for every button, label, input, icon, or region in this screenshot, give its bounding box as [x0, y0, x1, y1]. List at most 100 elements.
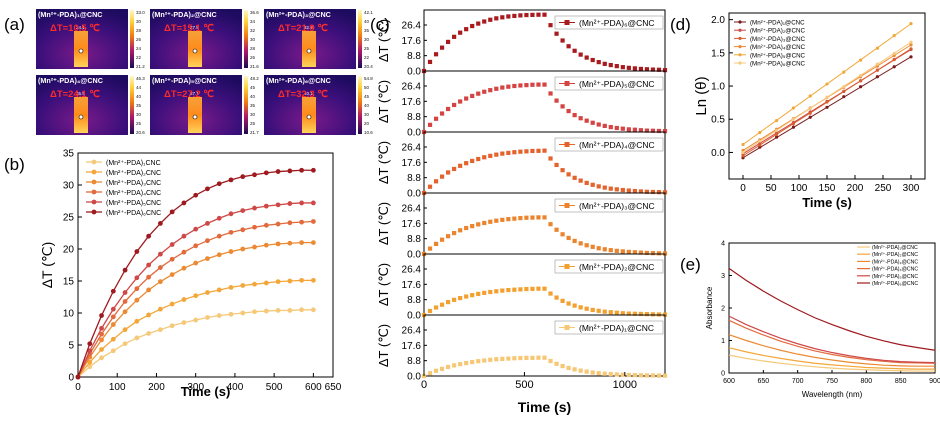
data-point — [859, 58, 863, 62]
data-point — [909, 40, 913, 44]
data-point — [146, 274, 152, 280]
y-tick-label: 3 — [721, 273, 725, 280]
data-point — [216, 181, 222, 187]
data-point — [464, 96, 469, 101]
data-point — [500, 85, 505, 90]
data-point — [299, 167, 305, 173]
data-point — [566, 365, 571, 371]
data-point — [566, 235, 571, 241]
data-point — [287, 201, 293, 206]
data-point — [122, 290, 128, 295]
data-point — [578, 241, 583, 246]
legend-marker — [91, 199, 97, 205]
y-tick-label: 35 — [63, 149, 75, 160]
data-point — [512, 83, 517, 89]
x-tick-label: 700 — [792, 378, 804, 385]
data-point — [240, 283, 246, 288]
data-point — [512, 356, 517, 361]
delta-t-label: ΔT=27.2 ℃ — [164, 89, 214, 100]
data-point — [560, 168, 565, 173]
data-point — [205, 256, 210, 261]
scale-tick-label: 22 — [364, 55, 370, 60]
data-point — [620, 187, 625, 193]
y-tick-label: 1 — [721, 338, 725, 345]
data-point — [452, 363, 457, 368]
y-tick-label: 17.6 — [402, 97, 422, 108]
panel-label-b: (b) — [4, 155, 25, 174]
scale-tick-label: 40 — [364, 19, 370, 24]
scale-tick-label: 30 — [136, 112, 142, 117]
x-tick-label: 800 — [860, 378, 872, 385]
y-tick-label: 15 — [63, 277, 75, 288]
legend-entry: (Mn²⁺-PDA)₅CNC — [106, 200, 161, 207]
legend-marker — [91, 169, 97, 175]
data-point — [808, 94, 812, 98]
data-point — [464, 161, 469, 166]
data-point — [560, 363, 565, 369]
data-point — [488, 88, 493, 93]
data-point — [287, 308, 293, 313]
data-point — [572, 238, 577, 244]
data-point — [494, 218, 499, 223]
y-axis-label: ΔT (℃) — [376, 19, 391, 62]
data-point — [110, 314, 116, 320]
y-tick-label: 2 — [721, 306, 725, 313]
data-point — [536, 215, 541, 220]
scale-tick-label: 30 — [364, 112, 370, 117]
data-point — [741, 154, 745, 158]
y-tick-label: 2.0 — [711, 15, 725, 26]
x-tick-label: 100 — [109, 382, 126, 393]
legend-entry: (Mn²⁺-PDA)₁CNC — [106, 160, 161, 167]
data-point — [470, 23, 475, 29]
data-point — [518, 287, 523, 292]
data-point — [110, 348, 116, 354]
y-tick-label: 17.6 — [402, 219, 422, 230]
data-point — [476, 91, 481, 96]
panel-e-absorbance-spectra: 600 650 700 750 800 850 900 0 1 2 3 4 Wavelength (nm… — [705, 241, 940, 400]
data-point — [530, 215, 535, 220]
data-point — [470, 359, 475, 365]
x-axis-label: Time (s) — [181, 384, 231, 399]
data-point — [566, 172, 571, 177]
data-point — [263, 222, 269, 228]
data-point — [310, 167, 316, 173]
legend-marker — [91, 159, 97, 165]
data-point — [146, 312, 152, 318]
y-tick-label: 0.5 — [711, 115, 725, 126]
data-point — [530, 286, 535, 291]
legend-marker — [738, 61, 742, 65]
data-point — [536, 355, 541, 360]
spot-temp-label: 40.1 — [304, 91, 313, 96]
scale-tick-label: 45 — [364, 94, 370, 99]
data-point — [608, 125, 613, 130]
y-tick-label: 17.6 — [402, 36, 422, 47]
legend-marker — [564, 203, 570, 208]
data-point — [650, 373, 656, 378]
y-axis-label: ΔT (℃) — [376, 202, 391, 245]
data-point — [299, 307, 305, 313]
data-point — [87, 359, 93, 365]
scale-tick-label: 20.4 — [364, 64, 373, 69]
data-point — [632, 311, 637, 316]
data-point — [542, 286, 547, 291]
data-point — [446, 106, 451, 112]
data-point — [427, 184, 433, 189]
data-point — [169, 209, 175, 215]
data-point — [193, 226, 199, 232]
data-point — [446, 39, 451, 44]
data-point — [620, 126, 625, 131]
x-axis-label: Time (s) — [518, 399, 571, 415]
data-point — [892, 33, 896, 38]
data-point — [758, 139, 762, 143]
x-tick-label: 750 — [826, 378, 838, 385]
data-point — [644, 250, 650, 256]
data-point — [287, 220, 293, 226]
y-tick-label: 26.4 — [402, 20, 422, 31]
legend-entry: (Mn²⁺-PDA)₂CNC — [106, 170, 161, 177]
data-point — [825, 82, 829, 86]
scale-tick-label: 44 — [136, 85, 142, 90]
data-point — [464, 27, 469, 32]
data-point — [620, 249, 625, 254]
scale-tick-label: 10.6 — [364, 130, 373, 135]
data-point — [427, 122, 433, 127]
